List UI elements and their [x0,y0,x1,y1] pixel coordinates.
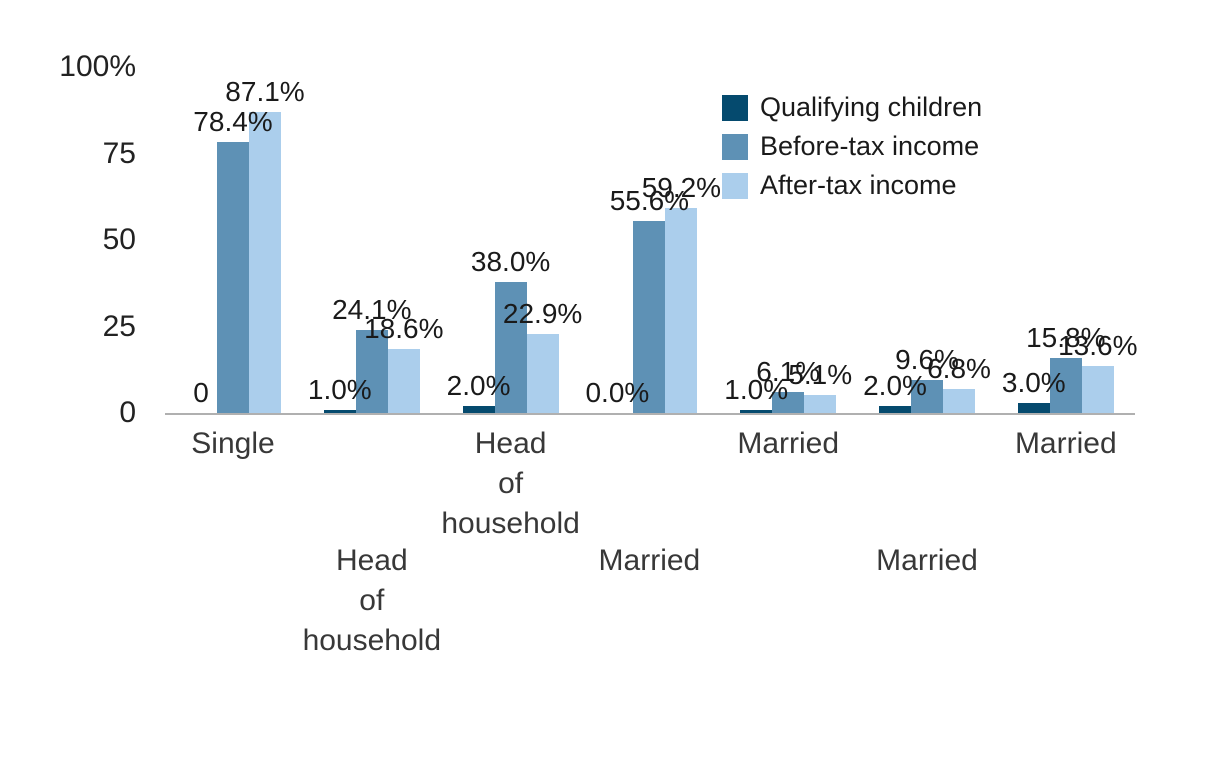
data-label-after-tax-income-6: 13.6% [1058,329,1138,361]
x-axis-label-4: Married [737,427,840,460]
data-label-before-tax-income-2: 38.0% [470,245,551,277]
data-label-qualifying-children-6: 3.0% [1001,366,1066,398]
data-label-after-tax-income-4: 5.1% [788,359,853,391]
bar-after-tax-income-3 [665,208,698,413]
y-axis-tick-4: 100% [59,50,136,83]
x-axis-label-0: Single [191,427,275,460]
x-axis-label-3: Married [598,544,701,577]
y-axis-tick-2: 50 [102,223,136,256]
data-label-after-tax-income-0: 87.1% [225,75,305,107]
x-axis-label-2: Head of household [441,427,580,540]
data-label-after-tax-income-5: 6.8% [927,353,991,385]
data-label-qualifying-children-4: 1.0% [724,373,789,405]
bar-before-tax-income-1 [355,329,388,413]
bar-after-tax-income-0 [249,111,281,413]
x-axis-line [165,413,1135,415]
y-axis-tick-0: 0 [119,396,136,429]
legend-label: Before-tax income [760,131,980,161]
legend-swatch-qualifying-children [722,94,748,121]
legend-item-qualifying-children: Qualifying children [722,88,982,127]
x-axis-label-1: Head of household [302,544,442,657]
data-label-qualifying-children-2: 2.0% [446,370,511,402]
legend-label: Qualifying children [760,92,983,122]
bar-before-tax-income-0 [217,141,249,413]
bar-qualifying-children-2 [462,406,495,413]
data-label-qualifying-children-0: 0 [193,377,209,408]
bar-qualifying-children-5 [879,406,911,413]
bar-after-tax-income-1 [387,348,420,413]
legend-item-before-tax-income: Before-tax income [722,127,982,166]
data-label-after-tax-income-2: 22.9% [502,297,583,329]
y-axis-tick-3: 75 [102,136,136,170]
data-label-before-tax-income-0: 78.4% [193,105,273,137]
bar-before-tax-income-2 [494,281,527,413]
data-label-after-tax-income-1: 18.6% [364,312,444,344]
bar-before-tax-income-3 [633,220,666,413]
legend: Qualifying children Before-tax income Af… [722,88,982,205]
legend-label: After-tax income [760,170,957,200]
bar-qualifying-children-4 [740,409,773,413]
data-label-qualifying-children-3: 0.0% [585,377,650,408]
bar-before-tax-income-5 [911,379,943,413]
data-label-qualifying-children-1: 1.0% [307,373,372,405]
data-label-qualifying-children-5: 2.0% [863,370,927,402]
bar-after-tax-income-5 [943,389,975,413]
bar-qualifying-children-6 [1017,402,1050,413]
data-label-before-tax-income-5: 9.6% [895,343,959,375]
bar-after-tax-income-6 [1081,365,1114,413]
bar-after-tax-income-4 [804,395,837,413]
legend-item-after-tax-income: After-tax income [722,166,982,205]
data-label-before-tax-income-6: 15.8% [1026,322,1106,354]
bar-after-tax-income-2 [526,333,559,413]
bar-qualifying-children-1 [323,409,356,413]
data-label-before-tax-income-1: 24.1% [332,293,412,325]
y-axis-tick-1: 25 [102,309,136,343]
bar-before-tax-income-4 [772,391,805,413]
data-label-after-tax-income-3: 59.2% [641,172,722,204]
data-label-before-tax-income-3: 55.6% [609,184,690,216]
legend-swatch-before-tax-income [722,133,748,160]
bar-before-tax-income-6 [1049,358,1082,413]
x-axis-label-5: Married [876,544,978,577]
legend-swatch-after-tax-income [722,172,748,199]
data-label-before-tax-income-4: 6.1% [756,355,821,387]
x-axis-label-6: Married [1014,427,1117,460]
